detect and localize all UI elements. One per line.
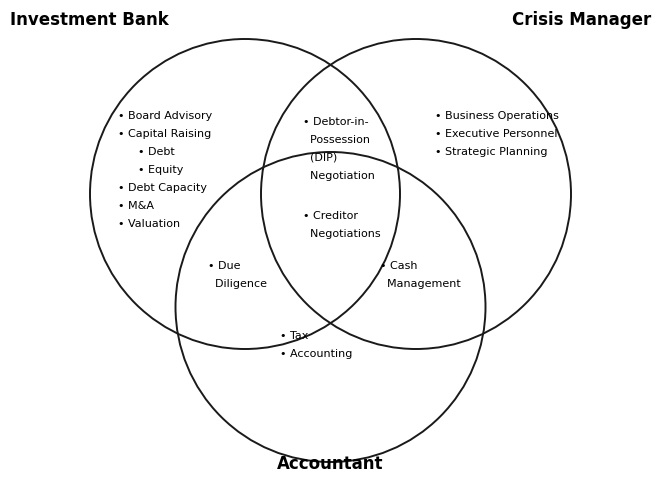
Text: • M&A: • M&A <box>118 201 154 211</box>
Text: • Creditor: • Creditor <box>303 211 358 221</box>
Text: • Capital Raising: • Capital Raising <box>118 129 212 139</box>
Text: (DIP): (DIP) <box>303 153 338 163</box>
Text: Investment Bank: Investment Bank <box>10 11 169 29</box>
Text: • Strategic Planning: • Strategic Planning <box>435 147 547 157</box>
Text: • Tax: • Tax <box>280 331 309 341</box>
Text: • Cash: • Cash <box>380 261 418 271</box>
Text: Possession: Possession <box>303 135 371 145</box>
Text: Crisis Manager: Crisis Manager <box>512 11 651 29</box>
Text: • Executive Personnel: • Executive Personnel <box>435 129 557 139</box>
Text: Negotiation: Negotiation <box>303 171 375 181</box>
Text: • Due: • Due <box>208 261 241 271</box>
Text: Diligence: Diligence <box>208 279 267 289</box>
Text: Management: Management <box>380 279 461 289</box>
Text: • Business Operations: • Business Operations <box>435 111 559 121</box>
Text: Negotiations: Negotiations <box>303 229 381 239</box>
Text: • Equity: • Equity <box>138 165 183 175</box>
Text: • Board Advisory: • Board Advisory <box>118 111 212 121</box>
Text: • Accounting: • Accounting <box>280 349 352 359</box>
Text: • Debt Capacity: • Debt Capacity <box>118 183 207 193</box>
Text: • Debtor-in-: • Debtor-in- <box>303 117 369 127</box>
Text: • Debt: • Debt <box>138 147 175 157</box>
Text: • Valuation: • Valuation <box>118 219 180 229</box>
Text: Accountant: Accountant <box>277 455 384 473</box>
